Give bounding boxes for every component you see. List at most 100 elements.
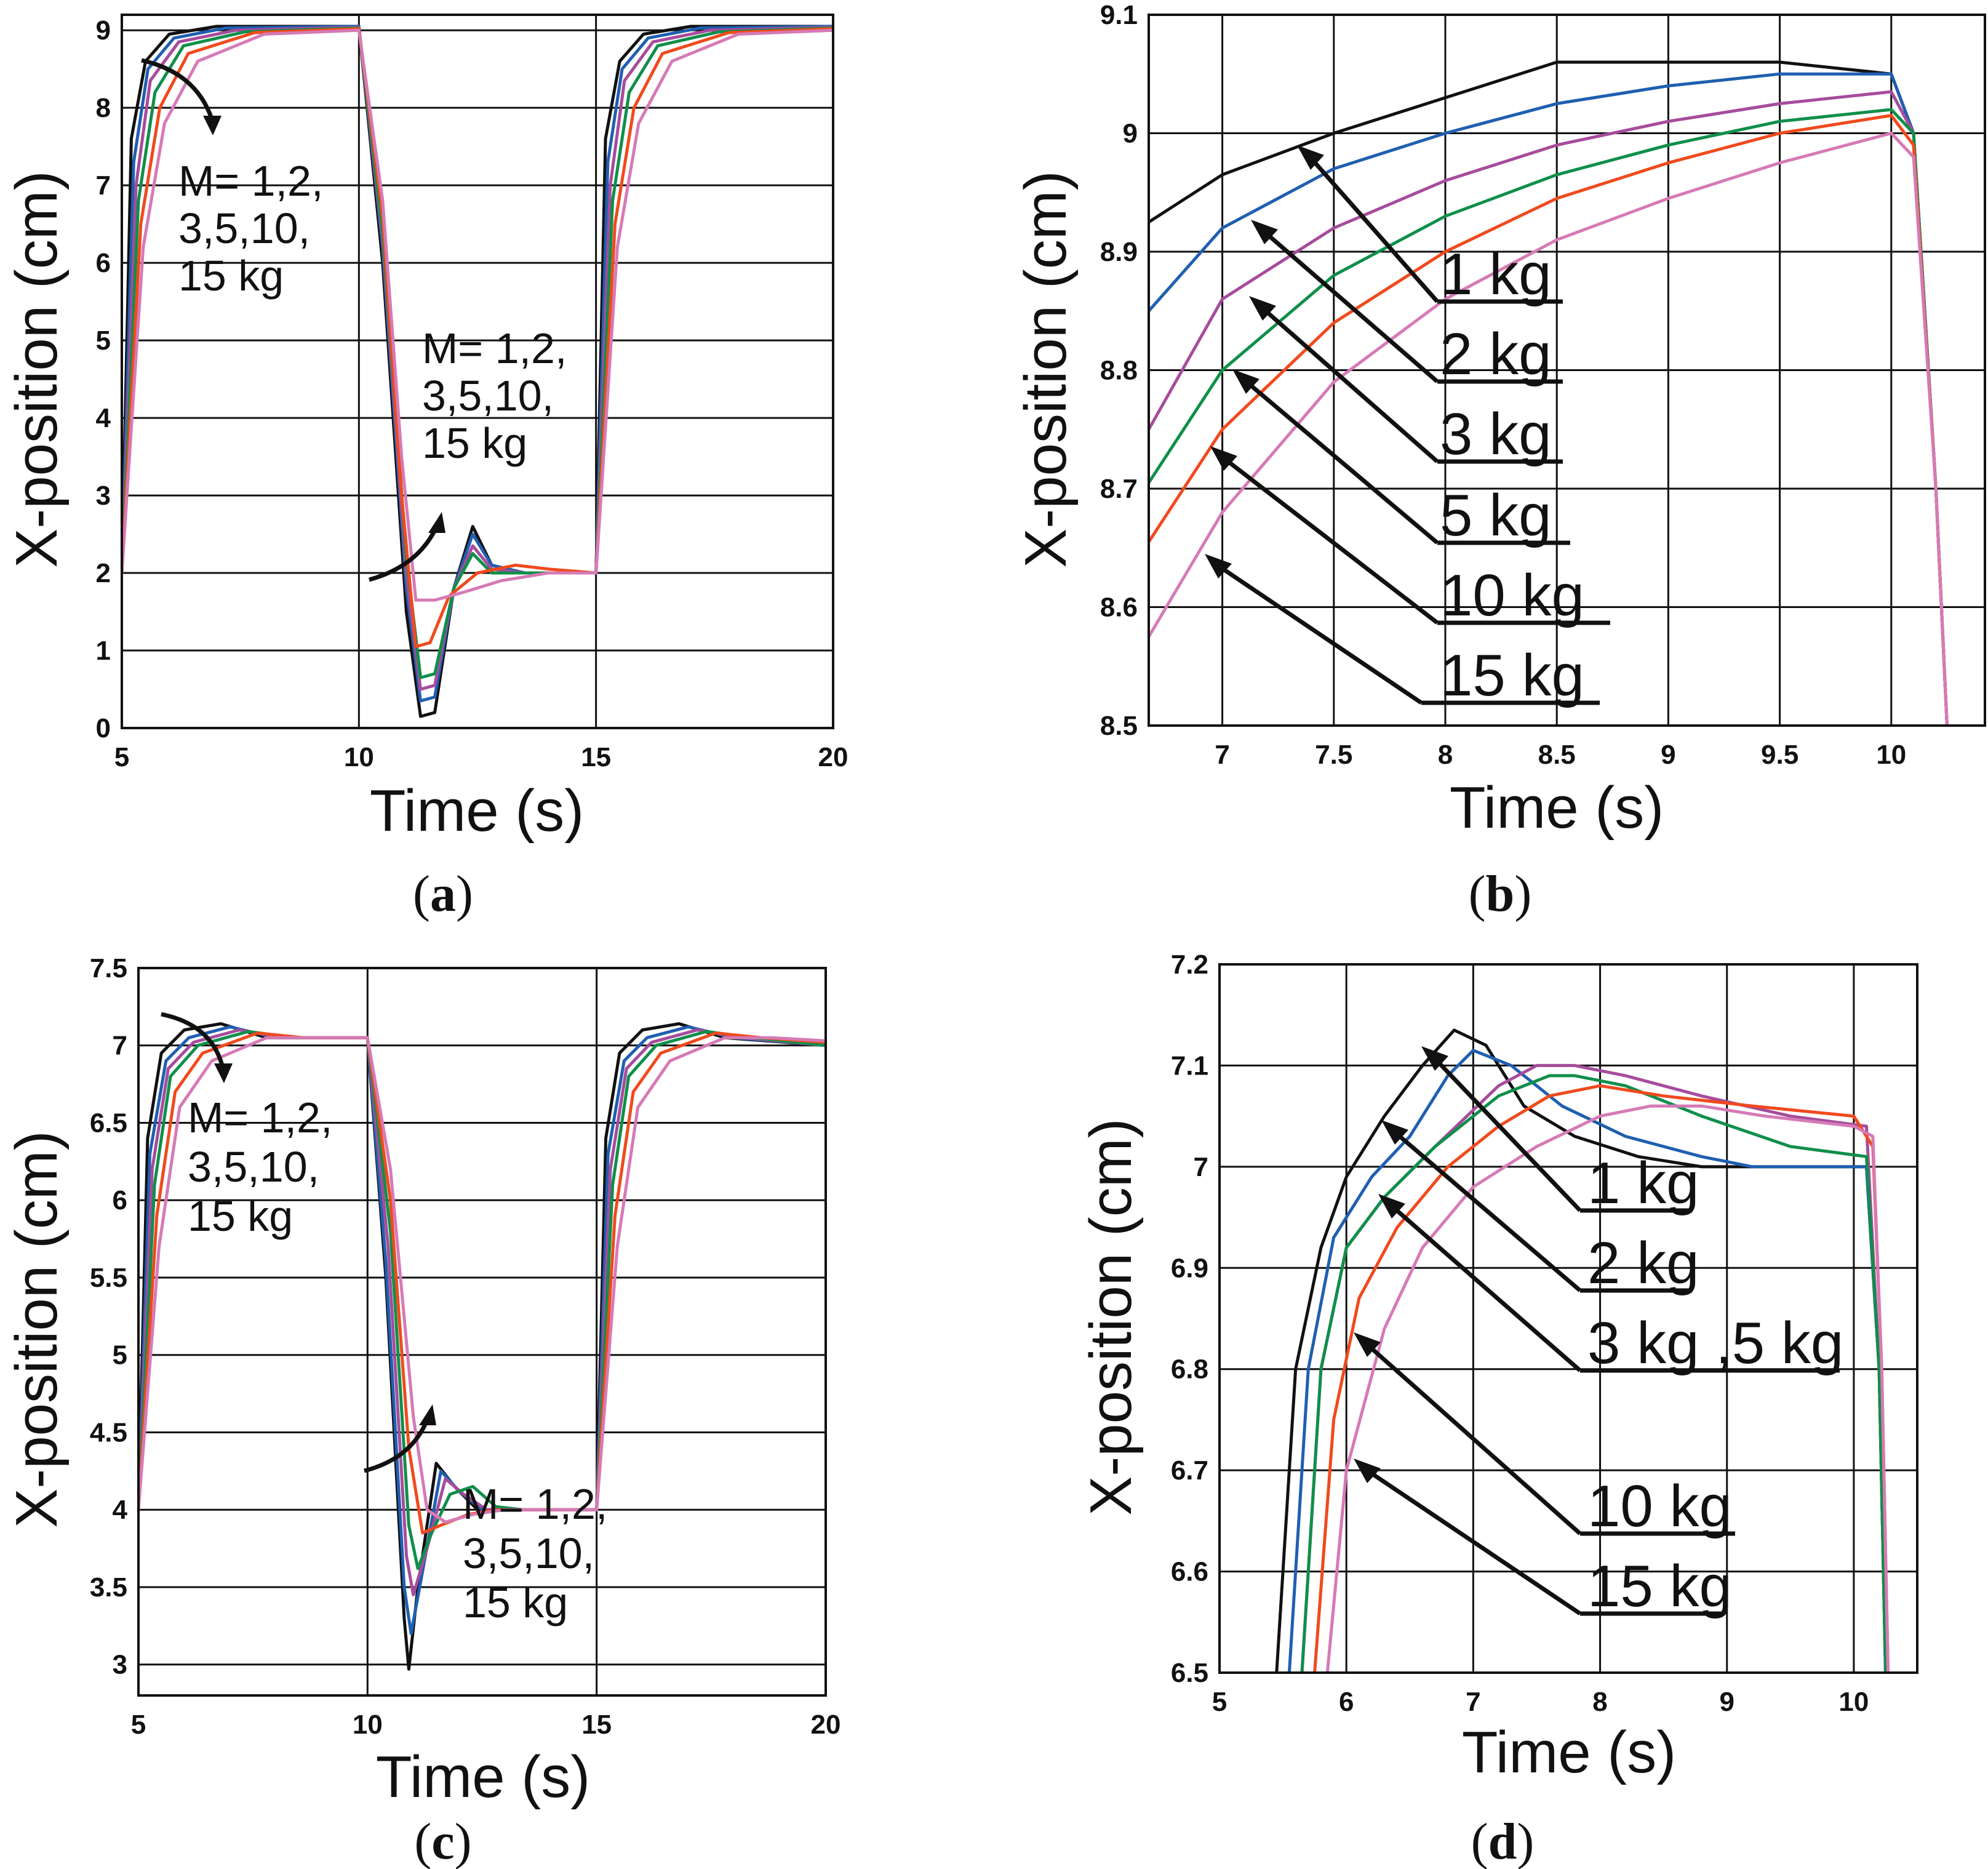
panel-b-x-tick-label: 8.5 — [1538, 740, 1576, 770]
panel-a-series-layer — [122, 25, 833, 718]
panel-b-series-label: 1 kg — [1440, 241, 1551, 307]
panel-c-ticks: 5 10 15 20 3 3.5 4 4.5 5 5.5 6 6.5 7 7.5 — [90, 953, 841, 1740]
panel-c-lower-arrowhead — [419, 1404, 436, 1425]
panel-b-y-tick-label: 9.1 — [1100, 0, 1138, 30]
panel-d-y-tick-label: 6.7 — [1171, 1455, 1208, 1486]
panel-d-label-arrowhead — [1378, 1194, 1405, 1219]
panel-c: 5 10 15 20 3 3.5 4 4.5 5 5.5 6 6.5 7 7.5 Time (s) X-p… — [4, 953, 840, 1869]
panel-a-y-tick-label: 2 — [96, 558, 111, 588]
panel-a-y-tick-label: 4 — [96, 403, 111, 433]
panel-b-label-arrowhead — [1232, 369, 1259, 394]
panel-c-series-10kg — [138, 1031, 826, 1535]
panel-d-label-pointer — [1392, 1129, 1582, 1292]
panel-b-label-arrowhead — [1251, 220, 1278, 244]
panel-c-upper-annotation-line-1: M= 1,2, — [188, 1094, 332, 1142]
panel-c-series-2kg — [138, 1025, 826, 1635]
panel-b-series-label: 5 kg — [1440, 482, 1551, 548]
panel-d-label-arrowhead — [1354, 1332, 1381, 1357]
panel-a-y-tick-label: 3 — [96, 481, 111, 511]
panel-b-x-tick-label: 9 — [1661, 740, 1675, 770]
panel-d-y-tick-label: 7.1 — [1171, 1051, 1208, 1081]
panel-c-caption: (c) — [414, 1813, 471, 1869]
panel-d-series-10kg — [1313, 1084, 1890, 1673]
panel-a-upper-annotation-line-1: M= 1,2, — [178, 157, 323, 205]
panel-a-y-tick-label: 8 — [96, 93, 111, 123]
panel-a-x-tick-label: 5 — [114, 742, 129, 772]
panel-a-lower-annotation-arrow — [369, 525, 439, 582]
panel-a-series-5kg — [122, 26, 833, 679]
panel-d-ticks: 5 6 7 8 9 10 6.5 6.6 6.7 6.8 6.9 7 7.1 7.2 — [1171, 950, 1869, 1717]
panel-d-x-tick-label: 8 — [1592, 1687, 1607, 1717]
panel-a-x-tick-label: 10 — [344, 742, 374, 772]
panel-c-y-axis-label: X-position (cm) — [4, 1131, 70, 1527]
panel-a-caption: (a) — [413, 865, 473, 922]
panel-d-series-label: 10 kg — [1587, 1473, 1732, 1539]
panel-b-y-tick-label: 8.7 — [1100, 474, 1138, 504]
panel-b-label-arrowhead — [1297, 145, 1324, 170]
panel-c-x-axis-label: Time (s) — [376, 1744, 590, 1810]
panel-d-label-pointer — [1432, 1055, 1582, 1212]
panel-c-lower-annotation-arrow — [364, 1417, 430, 1473]
panel-b-x-tick-label: 7.5 — [1315, 740, 1352, 770]
panel-d-x-tick-label: 5 — [1212, 1687, 1227, 1717]
panel-a-lower-annotation-line-2: 3,5,10, — [422, 372, 554, 420]
panel-d-series-label: 2 kg — [1587, 1230, 1699, 1296]
panel-c-y-tick-label: 5 — [113, 1340, 127, 1371]
panel-b-y-tick-label: 8.9 — [1100, 237, 1138, 267]
panel-c-y-tick-label: 6 — [113, 1185, 127, 1215]
panel-a-x-tick-label: 20 — [818, 742, 848, 772]
panel-b-y-tick-label: 9 — [1123, 119, 1138, 149]
panel-d-caption: (d) — [1471, 1813, 1535, 1869]
panel-d-label-arrowhead — [1381, 1120, 1408, 1145]
panel-d-y-axis-label: X-position (cm) — [1078, 1118, 1144, 1515]
panel-c-series-3kg — [138, 1028, 826, 1596]
panel-c-x-tick-label: 10 — [353, 1710, 383, 1740]
panel-c-x-tick-label: 20 — [811, 1710, 841, 1740]
panel-d-label-arrowhead — [1421, 1046, 1448, 1071]
panel-d-y-tick-label: 7 — [1194, 1152, 1208, 1182]
panel-d-x-tick-label: 6 — [1339, 1687, 1354, 1717]
panel-d-series-label: 3 kg ,5 kg — [1587, 1310, 1843, 1376]
panel-c-frame — [137, 967, 827, 1697]
panel-d-label-pointer — [1364, 1342, 1582, 1535]
panel-c-upper-annotation-arrow — [161, 1012, 225, 1068]
panel-c-y-tick-label: 3 — [113, 1650, 127, 1680]
panel-b-x-axis-label: Time (s) — [1450, 775, 1664, 841]
panel-c-y-tick-label: 4 — [113, 1495, 128, 1525]
panel-a-ticks: 5 10 15 20 0 1 2 3 4 5 6 7 8 9 — [96, 15, 848, 772]
panel-b-label-pointer — [1307, 154, 1439, 303]
panel-d-label-group: 1 kg 2 kg 3 kg ,5 kg 10 kg 15 kg — [1354, 1046, 1843, 1619]
panel-b-label-arrowhead — [1205, 554, 1232, 578]
panel-d-x-tick-label: 7 — [1466, 1687, 1480, 1717]
panel-d-series-2kg — [1287, 1049, 1887, 1673]
panel-a-y-axis-label: X-position (cm) — [4, 170, 70, 567]
panel-b-label-pointer — [1216, 563, 1423, 705]
panel-b: 7 7.5 8 8.5 9 9.5 10 8.5 8.6 8.7 8.8 8.9 9 9.1 Time (… — [1013, 0, 1986, 922]
panel-d-frame — [1218, 963, 1918, 1674]
panel-b-label-group: 1 kg 2 kg 3 kg 5 kg 10 kg 15 kg — [1205, 145, 1610, 708]
panel-c-upper-arrowhead — [214, 1063, 233, 1083]
panel-b-label-arrowhead — [1210, 446, 1237, 471]
panel-c-series-layer — [138, 1022, 826, 1671]
panel-b-frame — [1148, 14, 1986, 727]
panel-b-label-pointer — [1243, 378, 1439, 545]
panel-a-y-tick-label: 6 — [96, 248, 111, 278]
panel-b-x-tick-label: 9.5 — [1761, 740, 1798, 770]
panel-c-y-tick-label: 6.5 — [90, 1108, 127, 1138]
panel-a-lower-arrowhead — [428, 512, 445, 533]
panel-b-y-axis-label: X-position (cm) — [1013, 170, 1079, 567]
panel-c-x-tick-label: 5 — [131, 1710, 146, 1740]
panel-b-y-tick-label: 8.6 — [1100, 593, 1138, 623]
panel-b-caption: (b) — [1469, 865, 1532, 922]
panel-d-x-tick-label: 10 — [1838, 1687, 1869, 1717]
panel-c-upper-annotation-line-3: 15 kg — [188, 1192, 293, 1240]
panel-a: 5 10 15 20 0 1 2 3 4 5 6 7 8 9 Time (s) X-position (c… — [4, 14, 848, 922]
panel-a-y-tick-label: 7 — [96, 170, 111, 201]
panel-a-y-tick-label: 1 — [96, 636, 111, 666]
panel-d-label-arrowhead — [1354, 1459, 1381, 1483]
panel-b-label-pointer — [1221, 455, 1439, 625]
panel-a-y-tick-label: 5 — [96, 326, 111, 356]
panel-a-upper-arrowhead — [203, 116, 222, 135]
panel-d-label-pointer — [1389, 1203, 1582, 1372]
